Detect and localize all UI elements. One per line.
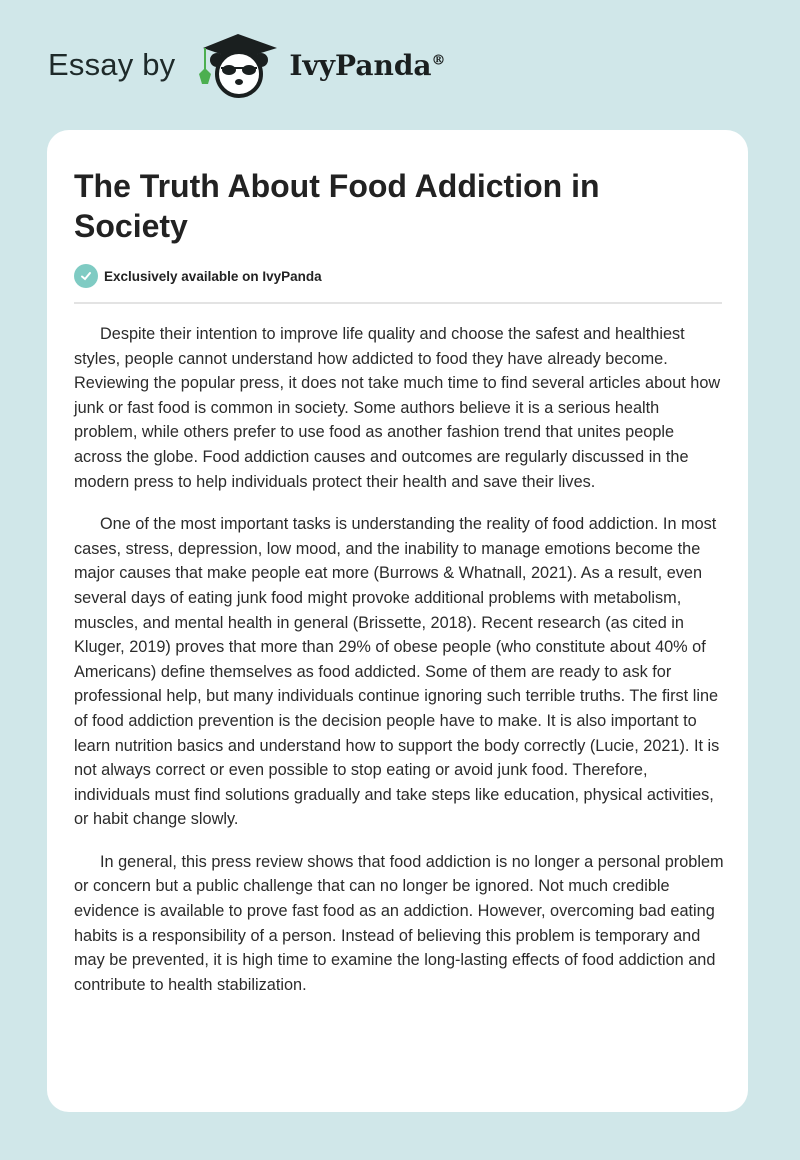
site-header: Essay by IvyPanda® [48, 30, 446, 100]
check-icon [74, 264, 98, 288]
essay-by-label: Essay by [48, 47, 176, 82]
paragraph: One of the most important tasks is under… [74, 515, 720, 829]
paragraph: Despite their intention to improve life … [74, 325, 721, 491]
divider [74, 302, 722, 304]
paragraph: In general, this press review shows that… [74, 852, 724, 994]
ivypanda-logo-icon [199, 34, 278, 98]
page-title: The Truth About Food Addiction in Societ… [74, 168, 600, 244]
brand-name: IvyPanda® [289, 48, 446, 82]
badge-text: Exclusively available on IvyPanda [104, 268, 322, 284]
essay-body: Despite their intention to improve life … [74, 322, 724, 1015]
essay-card: The Truth About Food Addiction in Societ… [47, 130, 748, 1112]
exclusive-badge: Exclusively available on IvyPanda [74, 264, 322, 288]
